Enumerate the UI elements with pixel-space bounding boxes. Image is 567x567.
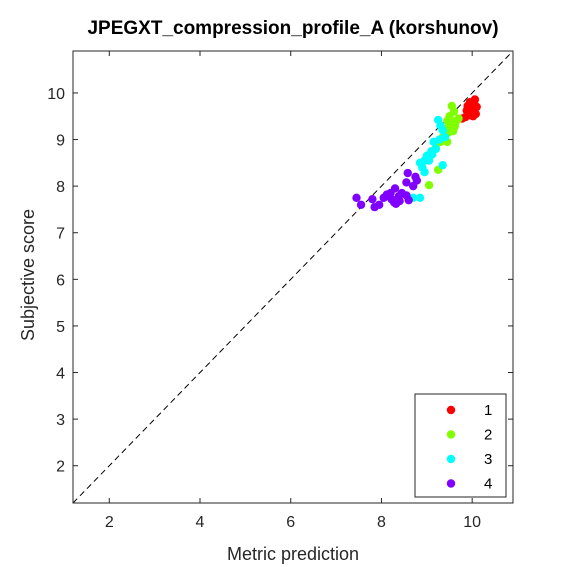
legend-box: [414, 393, 507, 498]
legend-marker-3: [446, 454, 456, 464]
data-point-series-3: [438, 160, 447, 170]
y-tick-label: 8: [56, 179, 65, 196]
data-point-series-4: [402, 178, 411, 187]
x-tick-label: 2: [105, 514, 114, 531]
x-tick-label: 6: [286, 514, 295, 531]
x-axis-label: Metric prediction: [227, 544, 359, 564]
data-point-series-4: [404, 195, 413, 205]
axis-ticks: 2 4 6 8 10 2 3 4 5 6 7 8 9 10: [47, 51, 513, 531]
legend-marker-2: [446, 430, 456, 439]
data-point-series-1: [470, 95, 480, 104]
data-point-series-3: [428, 150, 437, 159]
legend-label-2: 2: [484, 427, 492, 444]
legend: 1 2 3 4: [414, 393, 507, 498]
x-tick-label: 10: [463, 514, 481, 531]
y-tick-label: 4: [56, 366, 65, 383]
data-point-series-3: [420, 167, 429, 177]
data-point-series-3: [435, 135, 444, 144]
data-point-series-4: [387, 194, 396, 204]
data-point-series-3: [436, 121, 445, 130]
x-tick-label: 4: [196, 514, 205, 531]
chart-title: JPEGXT_compression_profile_A (korshunov): [87, 18, 498, 39]
y-tick-label: 2: [56, 459, 65, 476]
data-point-series-1: [464, 102, 474, 112]
data-point-series-4: [374, 200, 384, 209]
legend-label-3: 3: [484, 451, 492, 468]
y-tick-label: 7: [56, 226, 65, 243]
data-point-series-4: [403, 168, 412, 178]
y-tick-label: 10: [47, 86, 65, 103]
plot-frame: [72, 50, 514, 504]
data-point-series-2: [424, 181, 434, 190]
data-point-series-4: [368, 194, 377, 204]
data-point-series-4: [352, 193, 361, 202]
data-point-series-4: [411, 172, 420, 182]
data-point-series-2: [446, 119, 455, 128]
y-axis-label: Subjective score: [18, 209, 38, 341]
y-tick-label: 6: [56, 272, 65, 289]
y-tick-label: 3: [56, 412, 65, 429]
legend-label-1: 1: [484, 402, 492, 419]
data-point-series-4: [395, 196, 404, 206]
legend-label-4: 4: [484, 476, 492, 493]
legend-marker-1: [446, 405, 456, 415]
data-point-series-4: [356, 200, 366, 209]
data-point-series-4: [390, 184, 400, 193]
x-tick-label: 8: [377, 514, 386, 531]
y-tick-label: 9: [56, 133, 65, 150]
data-point-series-3: [415, 193, 425, 202]
y-tick-label: 5: [56, 319, 65, 336]
legend-marker-4: [446, 479, 456, 488]
data-points: [352, 95, 481, 212]
